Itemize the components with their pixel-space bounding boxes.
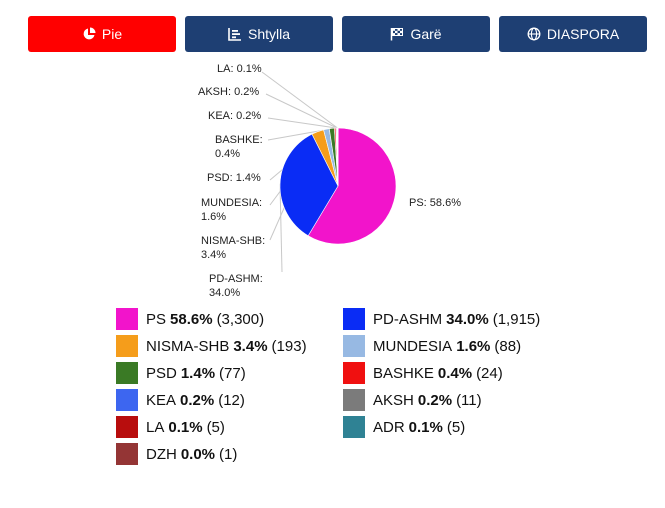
legend-party-name: KEA xyxy=(146,391,177,409)
legend-party-name: BASHKE xyxy=(373,364,434,382)
legend-party-name: PS xyxy=(146,310,167,328)
legend-swatch xyxy=(116,308,138,330)
legend-item-psd[interactable]: PSD 1.4% (77) xyxy=(116,360,246,386)
slice-label-aksh: AKSH: 0.2% xyxy=(198,86,259,98)
legend-percent: 1.4% xyxy=(180,364,216,382)
leader-line-pd-ashm xyxy=(279,183,283,273)
tab-pie[interactable]: Pie xyxy=(28,16,176,52)
slice-label-ps: PS: 58.6% xyxy=(409,197,461,209)
legend-party-name: AKSH xyxy=(373,391,414,409)
legend-votes: (12) xyxy=(218,391,245,409)
legend-votes: (3,300) xyxy=(216,310,265,328)
legend-swatch xyxy=(343,362,365,384)
slice-label-mundesia: MUNDESIA: 1.6% xyxy=(201,197,262,223)
pie-chart: PS: 58.6% PD-ASHM: 34.0% NISMA-SHB: 3.4% MUND… xyxy=(198,63,461,299)
slice-label-la: LA: 0.1% xyxy=(217,63,262,75)
tab-bar[interactable]: Shtylla xyxy=(185,16,333,52)
slice-label-psd: PSD: 1.4% xyxy=(207,172,261,184)
legend-percent: 3.4% xyxy=(233,337,268,355)
checkered-flag-icon xyxy=(391,28,404,41)
tab-race-label: Garë xyxy=(410,26,442,42)
legend-percent: 0.4% xyxy=(437,364,473,382)
legend-swatch xyxy=(343,335,365,357)
legend-percent: 0.1% xyxy=(408,418,443,436)
legend-votes: (193) xyxy=(271,337,307,355)
legend-swatch xyxy=(116,389,138,411)
legend-percent: 0.2% xyxy=(417,391,453,409)
legend-swatch xyxy=(343,308,365,330)
slice-label-nisma-shb: NISMA-SHB: 3.4% xyxy=(201,235,265,261)
slice-label-kea: KEA: 0.2% xyxy=(208,110,261,122)
tab-pie-label: Pie xyxy=(101,26,123,42)
legend-item-nisma-shb[interactable]: NISMA-SHB 3.4% (193) xyxy=(116,333,307,359)
legend-votes: (88) xyxy=(494,337,522,355)
pie-slice-pd-ashm[interactable] xyxy=(279,133,339,237)
legend-item-la[interactable]: LA 0.1% (5) xyxy=(116,414,225,440)
legend-party-name: MUNDESIA xyxy=(373,337,453,355)
legend-votes: (11) xyxy=(456,391,482,409)
legend-item-kea[interactable]: KEA 0.2% (12) xyxy=(116,387,245,413)
legend-percent: 0.2% xyxy=(180,391,215,409)
legend-item-aksh[interactable]: AKSH 0.2% (11) xyxy=(343,387,482,413)
legend-swatch xyxy=(116,416,138,438)
legend-percent: 1.6% xyxy=(456,337,491,355)
legend-party-name: NISMA-SHB xyxy=(146,337,230,355)
legend-percent: 0.0% xyxy=(180,445,216,463)
legend-item-dzh[interactable]: DZH 0.0% (1) xyxy=(116,441,237,467)
legend-swatch xyxy=(116,443,138,465)
legend-item-ps[interactable]: PS 58.6% (3,300) xyxy=(116,306,264,332)
legend-party-name: LA xyxy=(146,418,165,436)
legend-party-name: DZH xyxy=(146,445,177,463)
leader-line-kea xyxy=(267,117,337,129)
legend-item-pd-ashm[interactable]: PD-ASHM 34.0% (1,915) xyxy=(343,306,540,332)
tab-diaspora-label: DIASPORA xyxy=(546,26,620,42)
tab-diaspora[interactable]: DIASPORA xyxy=(499,16,647,52)
legend-votes: (1,915) xyxy=(492,310,541,328)
legend-percent: 58.6% xyxy=(170,310,213,328)
tab-race[interactable]: Garë xyxy=(342,16,490,52)
legend-votes: (5) xyxy=(446,418,466,436)
slice-label-pd-ashm: PD-ASHM: 34.0% xyxy=(209,273,263,299)
legend-percent: 34.0% xyxy=(446,310,489,328)
slice-label-bashke: BASHKE: 0.4% xyxy=(215,134,263,160)
legend-votes: (24) xyxy=(476,364,503,382)
tab-bar-label: Shtylla xyxy=(247,26,291,42)
globe-icon xyxy=(527,27,541,41)
legend-item-adr[interactable]: ADR 0.1% (5) xyxy=(343,414,465,440)
leader-line-aksh xyxy=(265,93,338,129)
leader-line-la xyxy=(261,71,338,129)
pie-chart-icon xyxy=(83,27,96,40)
chart-type-tabs: Pie Shtylla Garë DIASPORA xyxy=(28,16,647,52)
legend-swatch xyxy=(116,362,138,384)
legend-votes: (77) xyxy=(219,364,246,382)
bar-chart-icon xyxy=(228,28,241,41)
legend-party-name: PD-ASHM xyxy=(373,310,443,328)
legend-percent: 0.1% xyxy=(168,418,203,436)
legend-item-mundesia[interactable]: MUNDESIA 1.6% (88) xyxy=(343,333,521,359)
legend-swatch xyxy=(116,335,138,357)
pie-slice-ps[interactable] xyxy=(307,127,397,245)
legend-swatch xyxy=(343,416,365,438)
legend-votes: (5) xyxy=(206,418,225,436)
legend-party-name: ADR xyxy=(373,418,405,436)
legend-item-bashke[interactable]: BASHKE 0.4% (24) xyxy=(343,360,503,386)
legend-party-name: PSD xyxy=(146,364,177,382)
legend-votes: (1) xyxy=(219,445,238,463)
legend-swatch xyxy=(343,389,365,411)
